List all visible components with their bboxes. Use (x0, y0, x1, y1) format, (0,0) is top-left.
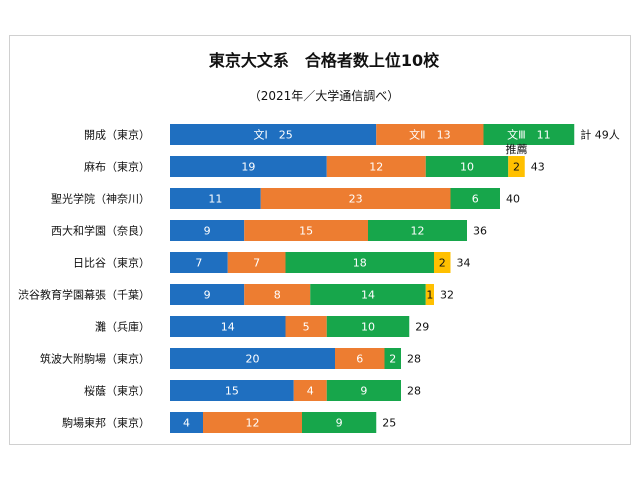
data-label: 23 (349, 193, 363, 206)
data-label: 文Ⅲ 11 (507, 128, 551, 142)
bar-segment-2 (285, 316, 327, 337)
bar-segment-2 (244, 284, 311, 305)
total-label: 43 (531, 161, 545, 174)
bar-segment-4 (508, 156, 525, 177)
data-label: 15 (225, 385, 239, 398)
data-label: 6 (356, 353, 363, 366)
bar-segment-3 (285, 252, 434, 273)
data-label: 2 (439, 257, 446, 270)
data-label: 18 (353, 257, 367, 270)
bar-segment-1 (170, 188, 261, 209)
bar-segment-2 (244, 220, 368, 241)
data-label: 12 (369, 161, 383, 174)
bar-segment-1 (170, 252, 228, 273)
bar-segment-1 (170, 348, 335, 369)
total-label: 29 (415, 321, 429, 334)
bar-segment-1 (170, 284, 245, 305)
bar-segment-2 (227, 252, 286, 273)
bar-segment-2 (326, 156, 426, 177)
total-label: 28 (407, 353, 421, 366)
bar-segment-3 (326, 380, 401, 401)
data-label: 7 (195, 257, 202, 270)
data-label: 15 (299, 225, 313, 238)
chart-subtitle: （2021年／大学通信調べ） (249, 88, 400, 103)
data-label: 7 (253, 257, 260, 270)
data-label: 14 (361, 289, 375, 302)
bar-segment-3 (310, 284, 426, 305)
bar-segment-1 (170, 316, 286, 337)
data-label: 9 (204, 225, 211, 238)
total-label: 40 (506, 193, 520, 206)
total-label: 25 (382, 417, 396, 430)
data-label: 1 (426, 289, 433, 302)
bar-segment-1 (170, 380, 294, 401)
data-label: 4 (183, 417, 190, 430)
category-label: 西大和学園（奈良） (51, 224, 150, 238)
data-label: 2 (389, 353, 396, 366)
data-label: 9 (336, 417, 343, 430)
bar-segment-3 (425, 156, 509, 177)
data-label: 2 (513, 161, 520, 174)
total-label: 32 (440, 289, 454, 302)
bar-segment-2 (260, 188, 451, 209)
bar-segment-3 (384, 348, 401, 369)
bar-segment-2 (293, 380, 327, 401)
recommend-label: 推薦 (506, 142, 528, 156)
data-label: 19 (241, 161, 255, 174)
bar-segment-2 (376, 124, 484, 145)
bar-segment-1 (170, 412, 203, 433)
data-label: 11 (208, 193, 222, 206)
category-label: 日比谷（東京） (73, 256, 150, 270)
data-label: 20 (246, 353, 260, 366)
category-label: 桜蔭（東京） (84, 384, 150, 398)
total-label: 36 (473, 225, 487, 238)
chart-title: 東京大文系 合格者数上位10校 (209, 51, 440, 70)
bar-segment-1 (170, 156, 327, 177)
bar-segment-2 (335, 348, 385, 369)
category-label: 聖光学院（神奈川） (51, 192, 150, 206)
data-label: 12 (411, 225, 425, 238)
bar-segment-3 (450, 188, 500, 209)
data-label: 4 (307, 385, 314, 398)
category-label: 渋谷教育学園幕張（千葉） (18, 288, 150, 302)
data-label: 文Ⅱ 13 (409, 128, 450, 142)
data-label: 8 (274, 289, 281, 302)
category-label: 駒場東邦（東京） (62, 416, 150, 430)
data-label: 10 (460, 161, 474, 174)
category-label: 灘（兵庫） (95, 320, 150, 334)
total-label: 34 (457, 257, 471, 270)
total-label: 計 49人 (580, 128, 620, 142)
data-label: 9 (204, 289, 211, 302)
category-label: 開成（東京） (84, 128, 150, 142)
bar-segment-3 (302, 412, 377, 433)
data-label: 14 (221, 321, 235, 334)
bar-segment-3 (368, 220, 467, 241)
total-label: 28 (407, 385, 421, 398)
bar-segment-1 (170, 220, 245, 241)
category-label: 麻布（東京） (84, 160, 150, 174)
bar-segment-4 (434, 252, 451, 273)
bar-segment-3 (483, 124, 575, 145)
data-label: 5 (303, 321, 310, 334)
data-label: 文Ⅰ 25 (254, 128, 293, 142)
data-label: 9 (360, 385, 367, 398)
bar-segment-1 (170, 124, 377, 145)
data-label: 6 (472, 193, 479, 206)
bar-segment-2 (203, 412, 302, 433)
bar-segment-4 (425, 284, 434, 305)
category-label: 筑波大附駒場（東京） (40, 352, 150, 366)
data-label: 12 (246, 417, 260, 430)
data-label: 10 (361, 321, 375, 334)
bar-segment-3 (326, 316, 410, 337)
